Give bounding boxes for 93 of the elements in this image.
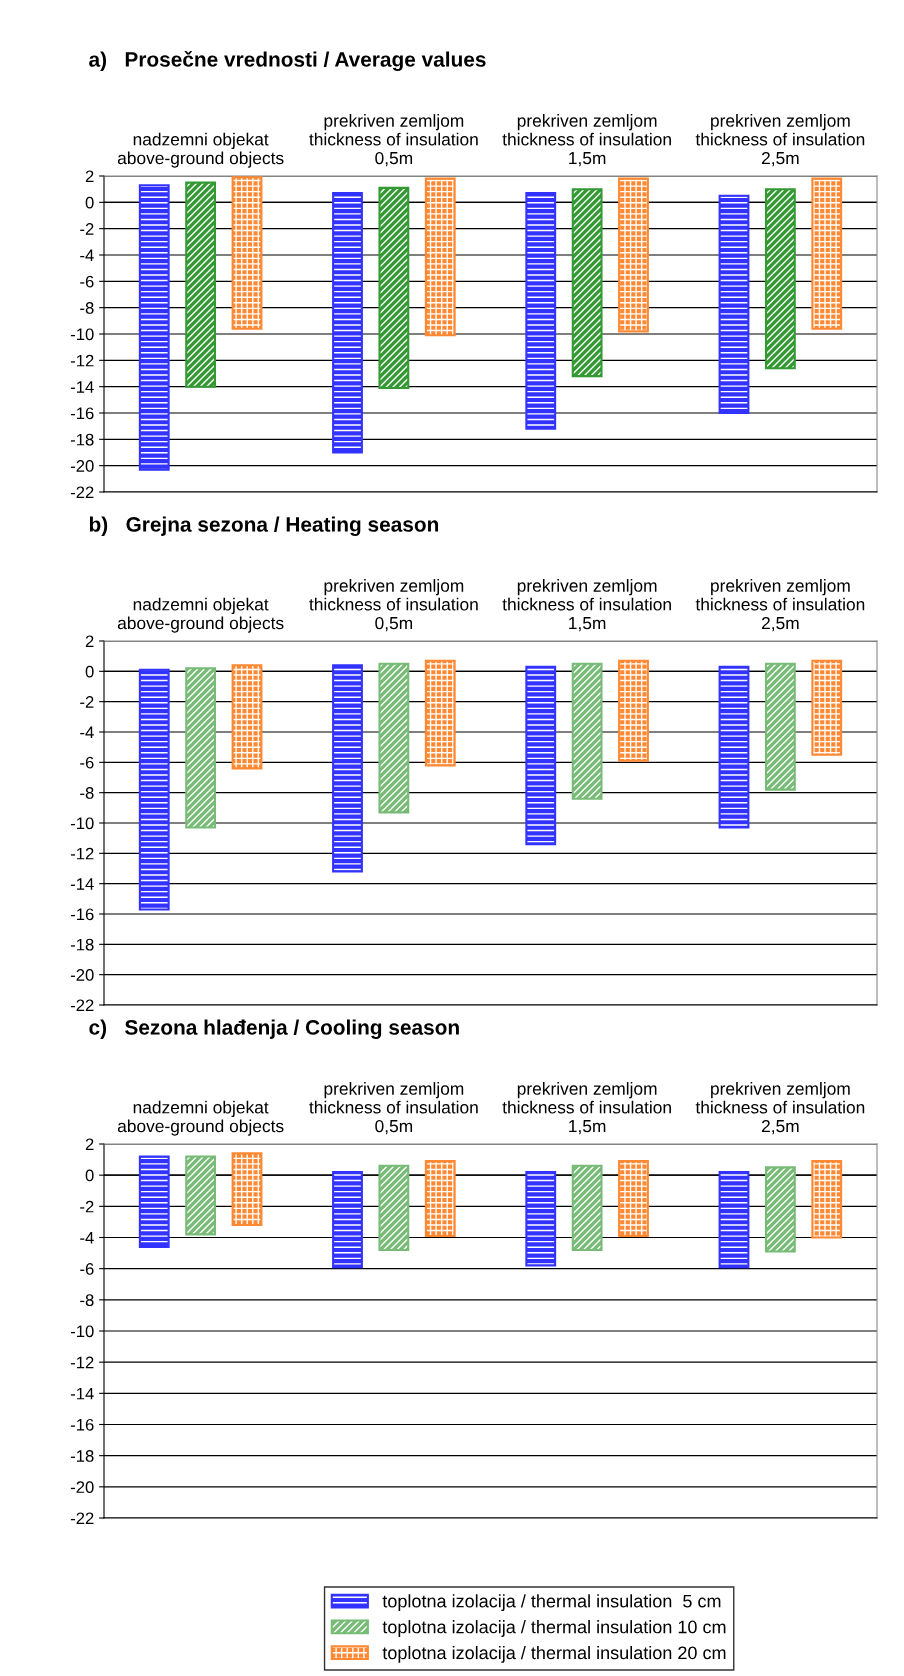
y-tick-label: -10 (70, 1325, 94, 1338)
bar (138, 184, 170, 471)
y-tick-label: 2 (85, 1138, 94, 1151)
legend-label: toplotna izolacija / thermal insulation 10 cm (382, 1620, 726, 1637)
bar (764, 1166, 796, 1253)
bar (718, 1171, 750, 1269)
bar (185, 1155, 217, 1236)
bar (378, 1164, 410, 1252)
bar (618, 177, 649, 333)
y-tick-label: -14 (70, 381, 94, 393)
chart-title: a) Prosečne vrednosti / Average values (89, 51, 486, 71)
y-tick-label: -14 (70, 878, 94, 890)
y-tick-label: -2 (80, 1200, 94, 1213)
bar (571, 188, 603, 378)
x-tick-label: nadzemni objekat above-ground objects (117, 597, 284, 633)
x-tick-label: prekriven zemljom thickness of insulation 2,5m (695, 1082, 865, 1135)
x-tick-label: prekriven zemljom thickness of insulation 0,5m (309, 1082, 478, 1135)
y-tick-label: -12 (70, 354, 94, 367)
x-tick-label: prekriven zemljom thickness of insulation 2,5m (695, 579, 865, 632)
y-tick-label: 0 (85, 196, 94, 209)
bar (424, 659, 456, 767)
bar (424, 1160, 456, 1237)
x-tick-label: prekriven zemljom thickness of insulation 0,5m (309, 114, 478, 167)
bar (811, 1160, 843, 1239)
x-tick-label: nadzemni objekat above-ground objects (117, 132, 284, 168)
y-tick-label: -16 (70, 1418, 94, 1431)
bar (378, 662, 410, 814)
y-tick-label: -4 (80, 726, 94, 739)
y-tick-label: 2 (85, 635, 94, 648)
y-tick-label: -16 (70, 908, 94, 921)
bar (332, 664, 363, 873)
chart-title: c) Sezona hlađenja / Cooling season (89, 1019, 459, 1039)
y-tick-label: -2 (80, 223, 94, 235)
y-tick-label: 0 (85, 665, 94, 678)
legend-label: toplotna izolacija / thermal insulation 5 cm (382, 1594, 721, 1612)
bar (525, 665, 557, 846)
y-tick-label: -2 (80, 696, 94, 708)
bar (618, 659, 649, 762)
y-tick-label: 0 (85, 1169, 94, 1182)
bar (718, 665, 750, 829)
x-tick-label: prekriven zemljom thickness of insulation 1,5m (502, 114, 671, 167)
bar (525, 192, 557, 430)
y-tick-label: -8 (80, 302, 94, 314)
bar (231, 176, 263, 330)
y-tick-label: -10 (70, 817, 94, 830)
y-tick-label: -20 (70, 460, 94, 472)
bar (378, 186, 410, 390)
bar (811, 659, 843, 756)
y-tick-label: -18 (70, 433, 94, 446)
y-tick-label: -8 (80, 787, 94, 799)
y-tick-label: -18 (70, 1450, 94, 1462)
bar (185, 667, 217, 829)
y-tick-label: -22 (70, 1512, 94, 1525)
bar (332, 192, 363, 454)
y-tick-label: -22 (70, 486, 94, 499)
y-tick-label: -18 (70, 938, 94, 951)
bar (764, 188, 796, 370)
y-tick-label: -22 (70, 999, 94, 1012)
bar (571, 1164, 603, 1252)
chart-title: b) Grejna sezona / Heating season (89, 516, 439, 536)
y-tick-label: -8 (80, 1294, 94, 1307)
y-tick-label: -6 (80, 275, 94, 288)
bar (571, 662, 603, 800)
bar (138, 668, 170, 911)
bar (718, 194, 750, 415)
x-tick-label: prekriven zemljom thickness of insulation 1,5m (502, 1082, 671, 1135)
bar (618, 1160, 649, 1237)
y-tick-label: -6 (80, 756, 94, 769)
y-tick-label: -12 (70, 1356, 94, 1369)
legend-label: toplotna izolacija / thermal insulation 20 cm (382, 1645, 726, 1663)
y-tick-label: -4 (80, 249, 94, 262)
y-tick-label: -16 (70, 407, 94, 420)
y-tick-label: -10 (70, 328, 94, 341)
y-tick-label: -20 (70, 969, 94, 981)
bar (231, 664, 263, 770)
y-tick-label: -4 (80, 1232, 94, 1244)
bar (185, 181, 217, 388)
bar (231, 1152, 263, 1227)
x-tick-label: prekriven zemljom thickness of insulation 2,5m (695, 114, 865, 167)
x-tick-label: nadzemni objekat above-ground objects (117, 1100, 284, 1136)
y-tick-label: -20 (70, 1481, 94, 1494)
bar (138, 1155, 170, 1248)
y-tick-label: -12 (70, 847, 94, 860)
x-tick-label: prekriven zemljom thickness of insulation 1,5m (502, 579, 671, 632)
x-tick-label: prekriven zemljom thickness of insulation 0,5m (309, 579, 478, 632)
y-tick-label: -6 (80, 1263, 94, 1275)
bar (811, 177, 843, 330)
bar (424, 177, 456, 337)
bar (525, 1171, 557, 1267)
bar (332, 1171, 363, 1269)
bar (764, 662, 796, 791)
y-tick-label: 2 (85, 170, 94, 183)
y-tick-label: -14 (70, 1387, 94, 1400)
